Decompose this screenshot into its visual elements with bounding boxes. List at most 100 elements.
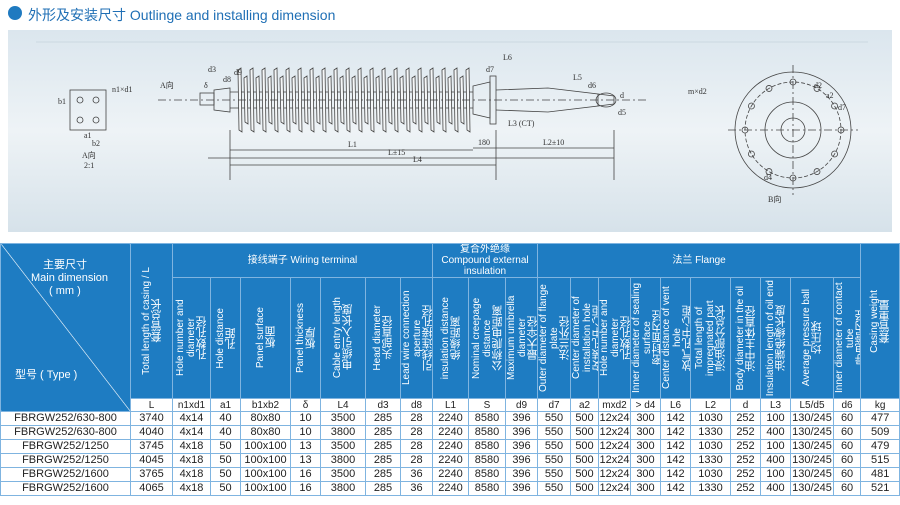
data-cell: 285 (365, 453, 401, 468)
column-header-cn: 孔数孔径 (620, 316, 631, 360)
data-cell: 2240 (432, 411, 469, 426)
data-cell: 500 (570, 439, 599, 454)
data-cell: 130/245 (790, 425, 834, 440)
column-symbol: d9 (505, 398, 538, 412)
header: 外形及安装尺寸 Outlinge and installing dimensio… (0, 0, 900, 28)
group-header-en: Wiring terminal (290, 255, 358, 266)
column-header-cell: Inner diameter of contact tube 导电管内径 (832, 277, 862, 399)
data-cell: 285 (365, 425, 401, 440)
data-cell: 142 (660, 425, 691, 440)
data-cell: 4065 (130, 481, 173, 496)
data-cell: 28 (400, 425, 433, 440)
data-cell: 3800 (320, 481, 366, 496)
data-cell: 300 (630, 439, 661, 454)
data-cell: 8580 (468, 467, 506, 482)
data-cell: 300 (630, 481, 661, 496)
data-cell: 16 (290, 467, 321, 482)
group-header-en: Compound external insulation (441, 255, 529, 277)
drawing-label: L1 (348, 140, 357, 149)
data-cell: 16 (290, 481, 321, 496)
data-cell: 400 (760, 453, 791, 468)
column-symbol: d8 (400, 398, 433, 412)
data-cell: 142 (660, 453, 691, 468)
column-header-en: Hole distance (214, 307, 226, 369)
data-row: FBRGW252/1600 3765 4x18 50 100x100 16 3500 285 3… (0, 467, 900, 482)
column-header: Hole number and diameter 孔数孔径 (175, 279, 208, 397)
data-cell: 40 (210, 411, 241, 426)
data-cell: 285 (365, 411, 401, 426)
data-cell: 396 (505, 453, 538, 468)
group-header: 法兰 Flange (536, 243, 862, 278)
column-header-cn: 孔数孔径 (196, 316, 208, 360)
data-cell: 396 (505, 481, 538, 496)
column-header-cell: Casing weight 套管重量 (860, 243, 900, 399)
column-symbol: S (468, 398, 506, 412)
group-header-cn: 接线端子 (247, 255, 288, 266)
column-symbol: d7 (537, 398, 571, 412)
column-header-cell: Total length of impregnated part 浸油部分总长 (690, 277, 731, 399)
column-header-cell: Hole number and diameter 孔数孔径 (172, 277, 211, 399)
column-header-en: Outer diameter of flange plate (538, 284, 561, 392)
data-cell: 500 (570, 411, 599, 426)
data-cell: 13 (290, 453, 321, 468)
data-cell: 500 (570, 467, 599, 482)
data-cell: 50 (210, 453, 241, 468)
drawing-label: B向 (768, 194, 781, 204)
column-header: Hole number and diameter 孔数孔径 (599, 279, 631, 397)
column-header: Inner diameter of contact tube 导电管内径 (835, 279, 861, 397)
group-header: 接线端子 Wiring terminal (172, 243, 433, 278)
column-header: Nominal creepage distance 公称爬电距离 (471, 279, 504, 397)
group-header-cn: 复合外绝缘 (460, 244, 510, 256)
drawing-label: 2:1 (84, 161, 94, 170)
column-header-en: Lead wire connection aperture (401, 290, 424, 386)
data-cell: 142 (660, 481, 691, 496)
group-row: 主要尺寸 Main dimension( mm ) 型号 ( Type ) Total… (0, 243, 900, 412)
terminal-plate (69, 89, 107, 131)
column-header: Outer diameter of flange plate 法兰外径 (538, 279, 570, 397)
data-cell: 13 (290, 439, 321, 454)
data-cell: 515 (860, 453, 900, 468)
column-header-cn: 油中主体直径 (744, 305, 757, 371)
drawing-label: L6 (503, 53, 512, 62)
data-cell: 142 (660, 411, 691, 426)
data-cell: 252 (730, 481, 761, 496)
data-cell: 4x14 (172, 411, 211, 426)
column-header-en: Panel surface (254, 307, 266, 369)
data-cell: 130/245 (790, 411, 834, 426)
drawing-label: L4 (413, 155, 422, 164)
column-header-cn: 放气孔中心距 (682, 305, 691, 371)
column-header-cn: 板厚 (304, 327, 317, 349)
model-cell: FBRGW252/630-800 (0, 425, 131, 440)
column-header: Inner diameter of sealing surface 密封面内径 (631, 279, 660, 397)
data-cell: 100x100 (240, 439, 291, 454)
data-cell: 12x24 (598, 425, 631, 440)
data-cell: 60 (832, 411, 862, 426)
data-cell: 36 (400, 481, 433, 496)
drawing-label: b2 (92, 139, 100, 148)
data-cell: 4x18 (172, 481, 211, 496)
model-cell: FBRGW252/1250 (0, 453, 131, 468)
drawing-shape (309, 67, 315, 133)
drawing-shape (249, 67, 255, 133)
drawing-label: a1 (84, 131, 92, 140)
corner-label: 主要尺寸 (43, 259, 87, 271)
column-header: Cable entry length 电缆引入长度 (332, 297, 354, 378)
data-cell: 100x100 (240, 481, 291, 496)
data-cell: 285 (365, 467, 401, 482)
column-header-cn: 浸油部分总长 (715, 305, 727, 371)
data-cell: 477 (860, 411, 900, 426)
drawing-label: L±15 (388, 148, 405, 157)
column-header-cn: 导电管内径 (855, 310, 861, 366)
data-cell: 142 (660, 439, 691, 454)
data-cell: 12x24 (598, 439, 631, 454)
data-row: FBRGW252/630-800 3740 4x14 40 80x80 10 3500 285… (0, 411, 900, 426)
data-cell: 4040 (130, 425, 173, 440)
data-cell: 60 (832, 439, 862, 454)
drawing-label: d7 (486, 65, 494, 74)
column-header-cell: Inner diameter of sealing surface 密封面内径 (630, 277, 661, 399)
drawing-label: d8 (223, 75, 231, 84)
column-header-en: Hole number and diameter (599, 299, 622, 377)
data-cell: 252 (730, 467, 761, 482)
column-header-en: Inner diameter of sealing surface (631, 282, 654, 394)
data-cell: 550 (537, 481, 571, 496)
